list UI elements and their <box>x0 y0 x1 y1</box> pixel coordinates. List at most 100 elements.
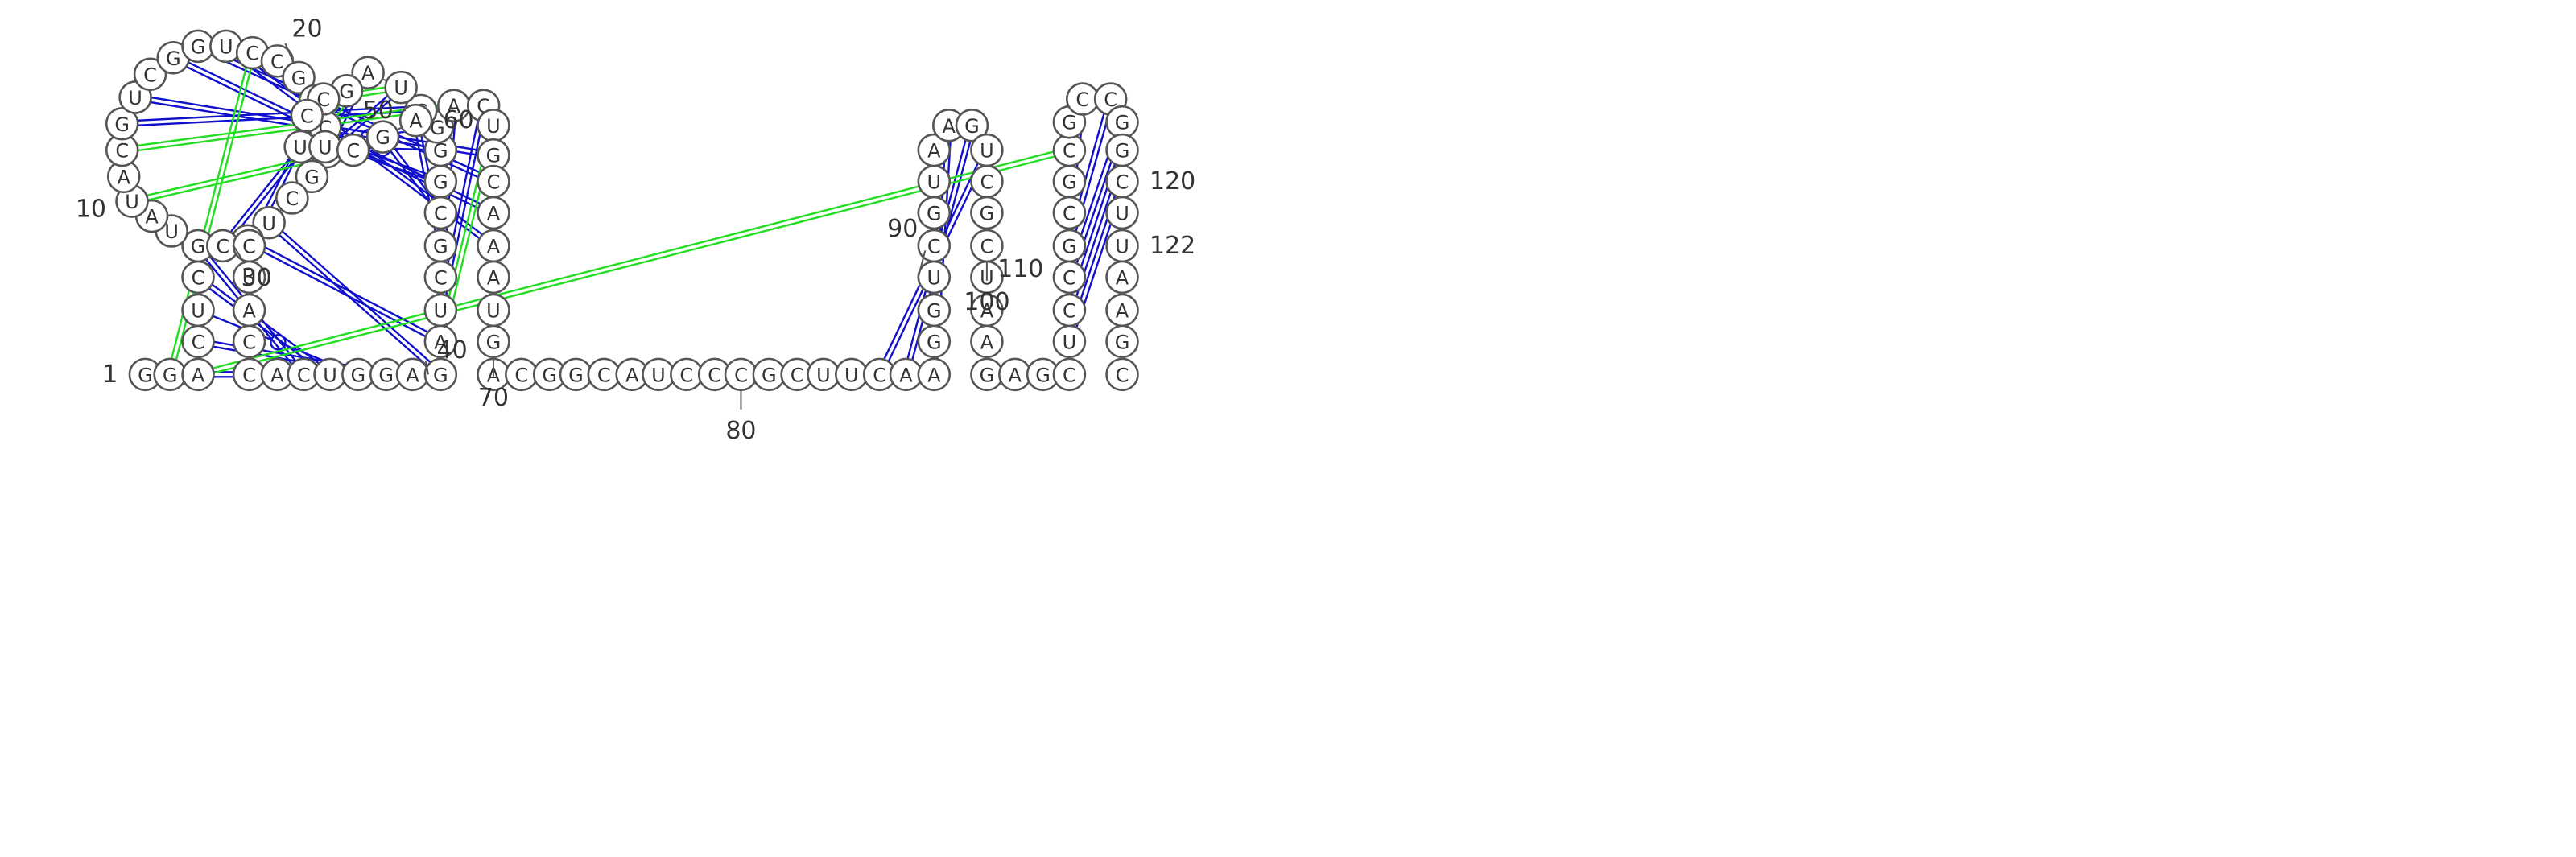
nucleotide: U <box>118 80 152 114</box>
nucleotide-letter: C <box>1104 89 1117 111</box>
nucleotide-letter: C <box>115 140 129 163</box>
index-label: 20 <box>291 14 322 43</box>
nucleotide-letter: C <box>791 364 804 386</box>
nucleotide: C <box>105 133 139 167</box>
nucleotide-letter: C <box>297 364 311 386</box>
index-tick <box>917 250 927 278</box>
nucleotide: C <box>724 357 758 392</box>
nucleotide-letter: C <box>300 105 314 128</box>
index-tick <box>1052 272 1056 278</box>
nucleotide-letter: C <box>1075 89 1089 111</box>
nucleotide-letter: C <box>270 51 284 73</box>
nucleotide: C <box>205 229 240 263</box>
nucleotide-circle <box>423 293 458 328</box>
nucleotide-letter: G <box>433 235 448 258</box>
nucleotide-circle <box>105 106 139 141</box>
nucleotide: C <box>587 357 621 392</box>
nucleotide-letter: G <box>1062 112 1077 134</box>
nucleotide: U <box>308 130 342 164</box>
nucleotide: C <box>232 324 266 359</box>
nucleotide-letter: U <box>191 299 205 322</box>
nucleotide: A <box>436 89 471 122</box>
base-pair-line <box>122 106 455 154</box>
nucleotide-circle <box>1052 293 1087 328</box>
nucleotide-letter: G <box>291 67 307 89</box>
nucleotide-circle <box>1105 357 1139 392</box>
nucleotide-letter: C <box>1116 171 1129 194</box>
nucleotide: G <box>917 196 952 230</box>
nucleotide: C <box>133 57 167 92</box>
nucleotide: A <box>1105 293 1139 328</box>
nucleotide-letter: U <box>486 115 501 138</box>
nucleotide-letter: G <box>964 115 980 138</box>
nucleotide-letter: U <box>486 299 501 322</box>
nucleotide: G <box>477 138 510 172</box>
nucleotide: A <box>395 357 430 392</box>
nucleotide-letter: A <box>625 364 639 386</box>
nucleotide: U <box>807 357 840 392</box>
nucleotide-letter: C <box>242 235 256 258</box>
nucleotide: C <box>670 357 704 392</box>
nucleotide-letter: A <box>118 166 131 188</box>
base-pair-line <box>248 237 443 340</box>
nucleotide-letter: A <box>145 206 159 229</box>
nucleotide: G <box>423 357 458 392</box>
nucleotide-letter: C <box>434 202 448 225</box>
nucleotide: G <box>295 159 329 194</box>
index-tick <box>233 245 246 264</box>
nucleotide-letter: C <box>246 43 259 65</box>
nucleotide-circle <box>970 196 1004 230</box>
nucleotide: U <box>313 357 347 392</box>
nucleotide-letter: U <box>125 191 139 213</box>
nucleotide: U <box>917 260 952 295</box>
nucleotide: C <box>290 98 324 133</box>
nucleotide-letter: G <box>304 166 320 188</box>
nucleotide-letter: C <box>192 266 205 289</box>
nucleotide-letter: C <box>980 171 994 194</box>
nucleotide-circle <box>232 324 266 359</box>
nucleotide-letter: A <box>434 331 448 353</box>
nucleotide-circle <box>423 357 458 392</box>
nucleotide: C <box>697 357 732 392</box>
nucleotide-letter: C <box>216 235 229 258</box>
nucleotide-letter: A <box>927 364 941 386</box>
nucleotide-letter: A <box>448 95 461 117</box>
nucleotide-circle <box>384 70 418 105</box>
nucleotide-letter: G <box>1062 171 1077 194</box>
nucleotide: U <box>232 260 266 295</box>
nucleotide-letter: G <box>1035 364 1051 386</box>
nucleotide: U <box>477 293 510 328</box>
nucleotide-letter: C <box>597 364 611 386</box>
nucleotide-circle <box>917 229 952 263</box>
nucleotide: C <box>287 357 320 392</box>
nucleotide: U <box>1105 196 1139 230</box>
nucleotide: A <box>351 56 385 89</box>
nucleotide-letter: G <box>980 364 995 386</box>
index-label: 120 <box>1150 167 1195 196</box>
nucleotide: A <box>1105 260 1139 295</box>
nucleotide-letter: G <box>542 364 557 386</box>
nucleotide-letter: A <box>980 331 994 353</box>
nucleotide-letter: C <box>285 187 299 210</box>
base-pair-line <box>266 224 440 377</box>
nucleotide-letter: G <box>163 364 178 386</box>
nucleotide-letter: G <box>1115 331 1130 353</box>
nucleotide: C <box>1105 357 1139 392</box>
nucleotide-circle <box>275 181 309 215</box>
nucleotide: G <box>917 293 952 328</box>
nucleotide: G <box>1105 324 1139 359</box>
nucleotide: C <box>970 164 1004 199</box>
nucleotide-circle <box>477 260 510 295</box>
nucleotide-letter: C <box>487 171 501 194</box>
nucleotide: G <box>1026 357 1060 392</box>
nucleotide: G <box>282 60 316 95</box>
index-tick <box>284 43 294 62</box>
nucleotide: G <box>1052 229 1087 263</box>
nucleotide-letter: G <box>980 202 995 225</box>
nucleotide-circle <box>181 293 215 328</box>
nucleotide: C <box>232 357 266 392</box>
index-tick <box>115 200 119 206</box>
nucleotide: G <box>153 357 187 392</box>
nucleotide: G <box>970 196 1004 230</box>
